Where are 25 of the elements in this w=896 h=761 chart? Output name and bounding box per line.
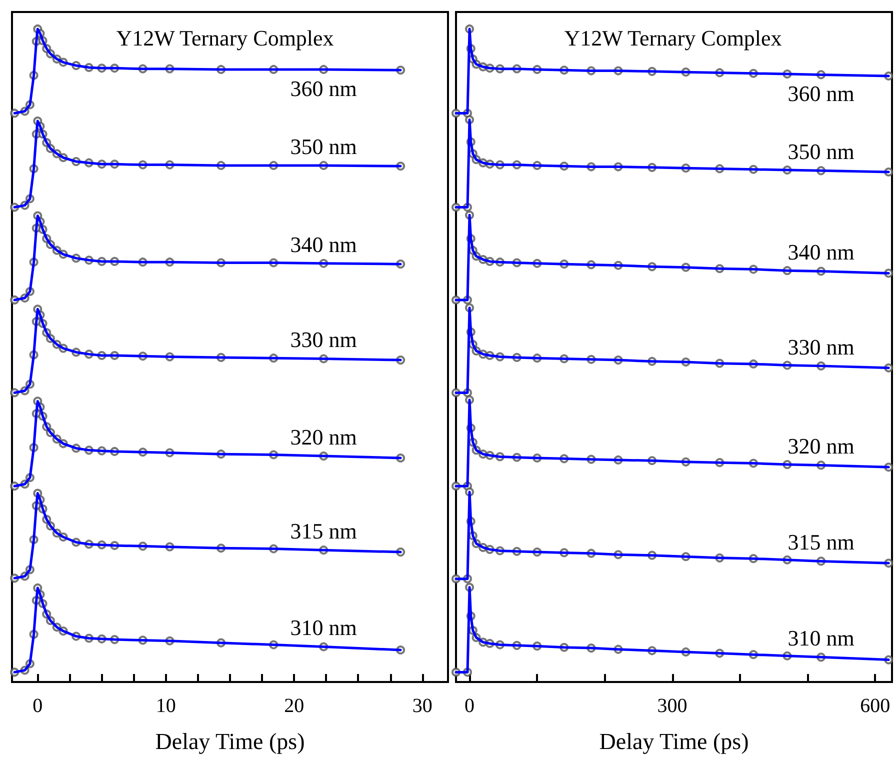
x-tick-label: 600 (860, 695, 890, 717)
x-axis-title: Delay Time (ps) (155, 729, 305, 754)
x-tick-label: 300 (657, 695, 688, 717)
series-label: 330 nm (788, 334, 854, 360)
series-label: 315 nm (290, 518, 357, 544)
series-label: 350 nm (788, 139, 854, 164)
series-label: 340 nm (290, 232, 357, 257)
series-label: 340 nm (788, 240, 854, 265)
series-label: 315 nm (788, 530, 854, 555)
x-tick-label: 10 (156, 695, 176, 717)
x-tick-label: 0 (464, 695, 475, 717)
chart-title: Y12W Ternary Complex (116, 26, 334, 50)
series-label: 320 nm (788, 434, 854, 459)
x-tick-label: 0 (32, 695, 43, 717)
series-label: 360 nm (788, 81, 854, 106)
series-label: 330 nm (290, 327, 357, 352)
x-tick-label: 20 (284, 695, 304, 717)
x-axis-title: Delay Time (ps) (599, 729, 749, 754)
series-label: 310 nm (788, 626, 854, 651)
series-label: 350 nm (290, 134, 357, 159)
series-label: 360 nm (290, 76, 357, 101)
series-label: 320 nm (290, 424, 357, 450)
chart-title: Y12W Ternary Complex (564, 26, 782, 50)
x-tick-label: 30 (412, 695, 432, 717)
series-label: 310 nm (290, 615, 357, 640)
